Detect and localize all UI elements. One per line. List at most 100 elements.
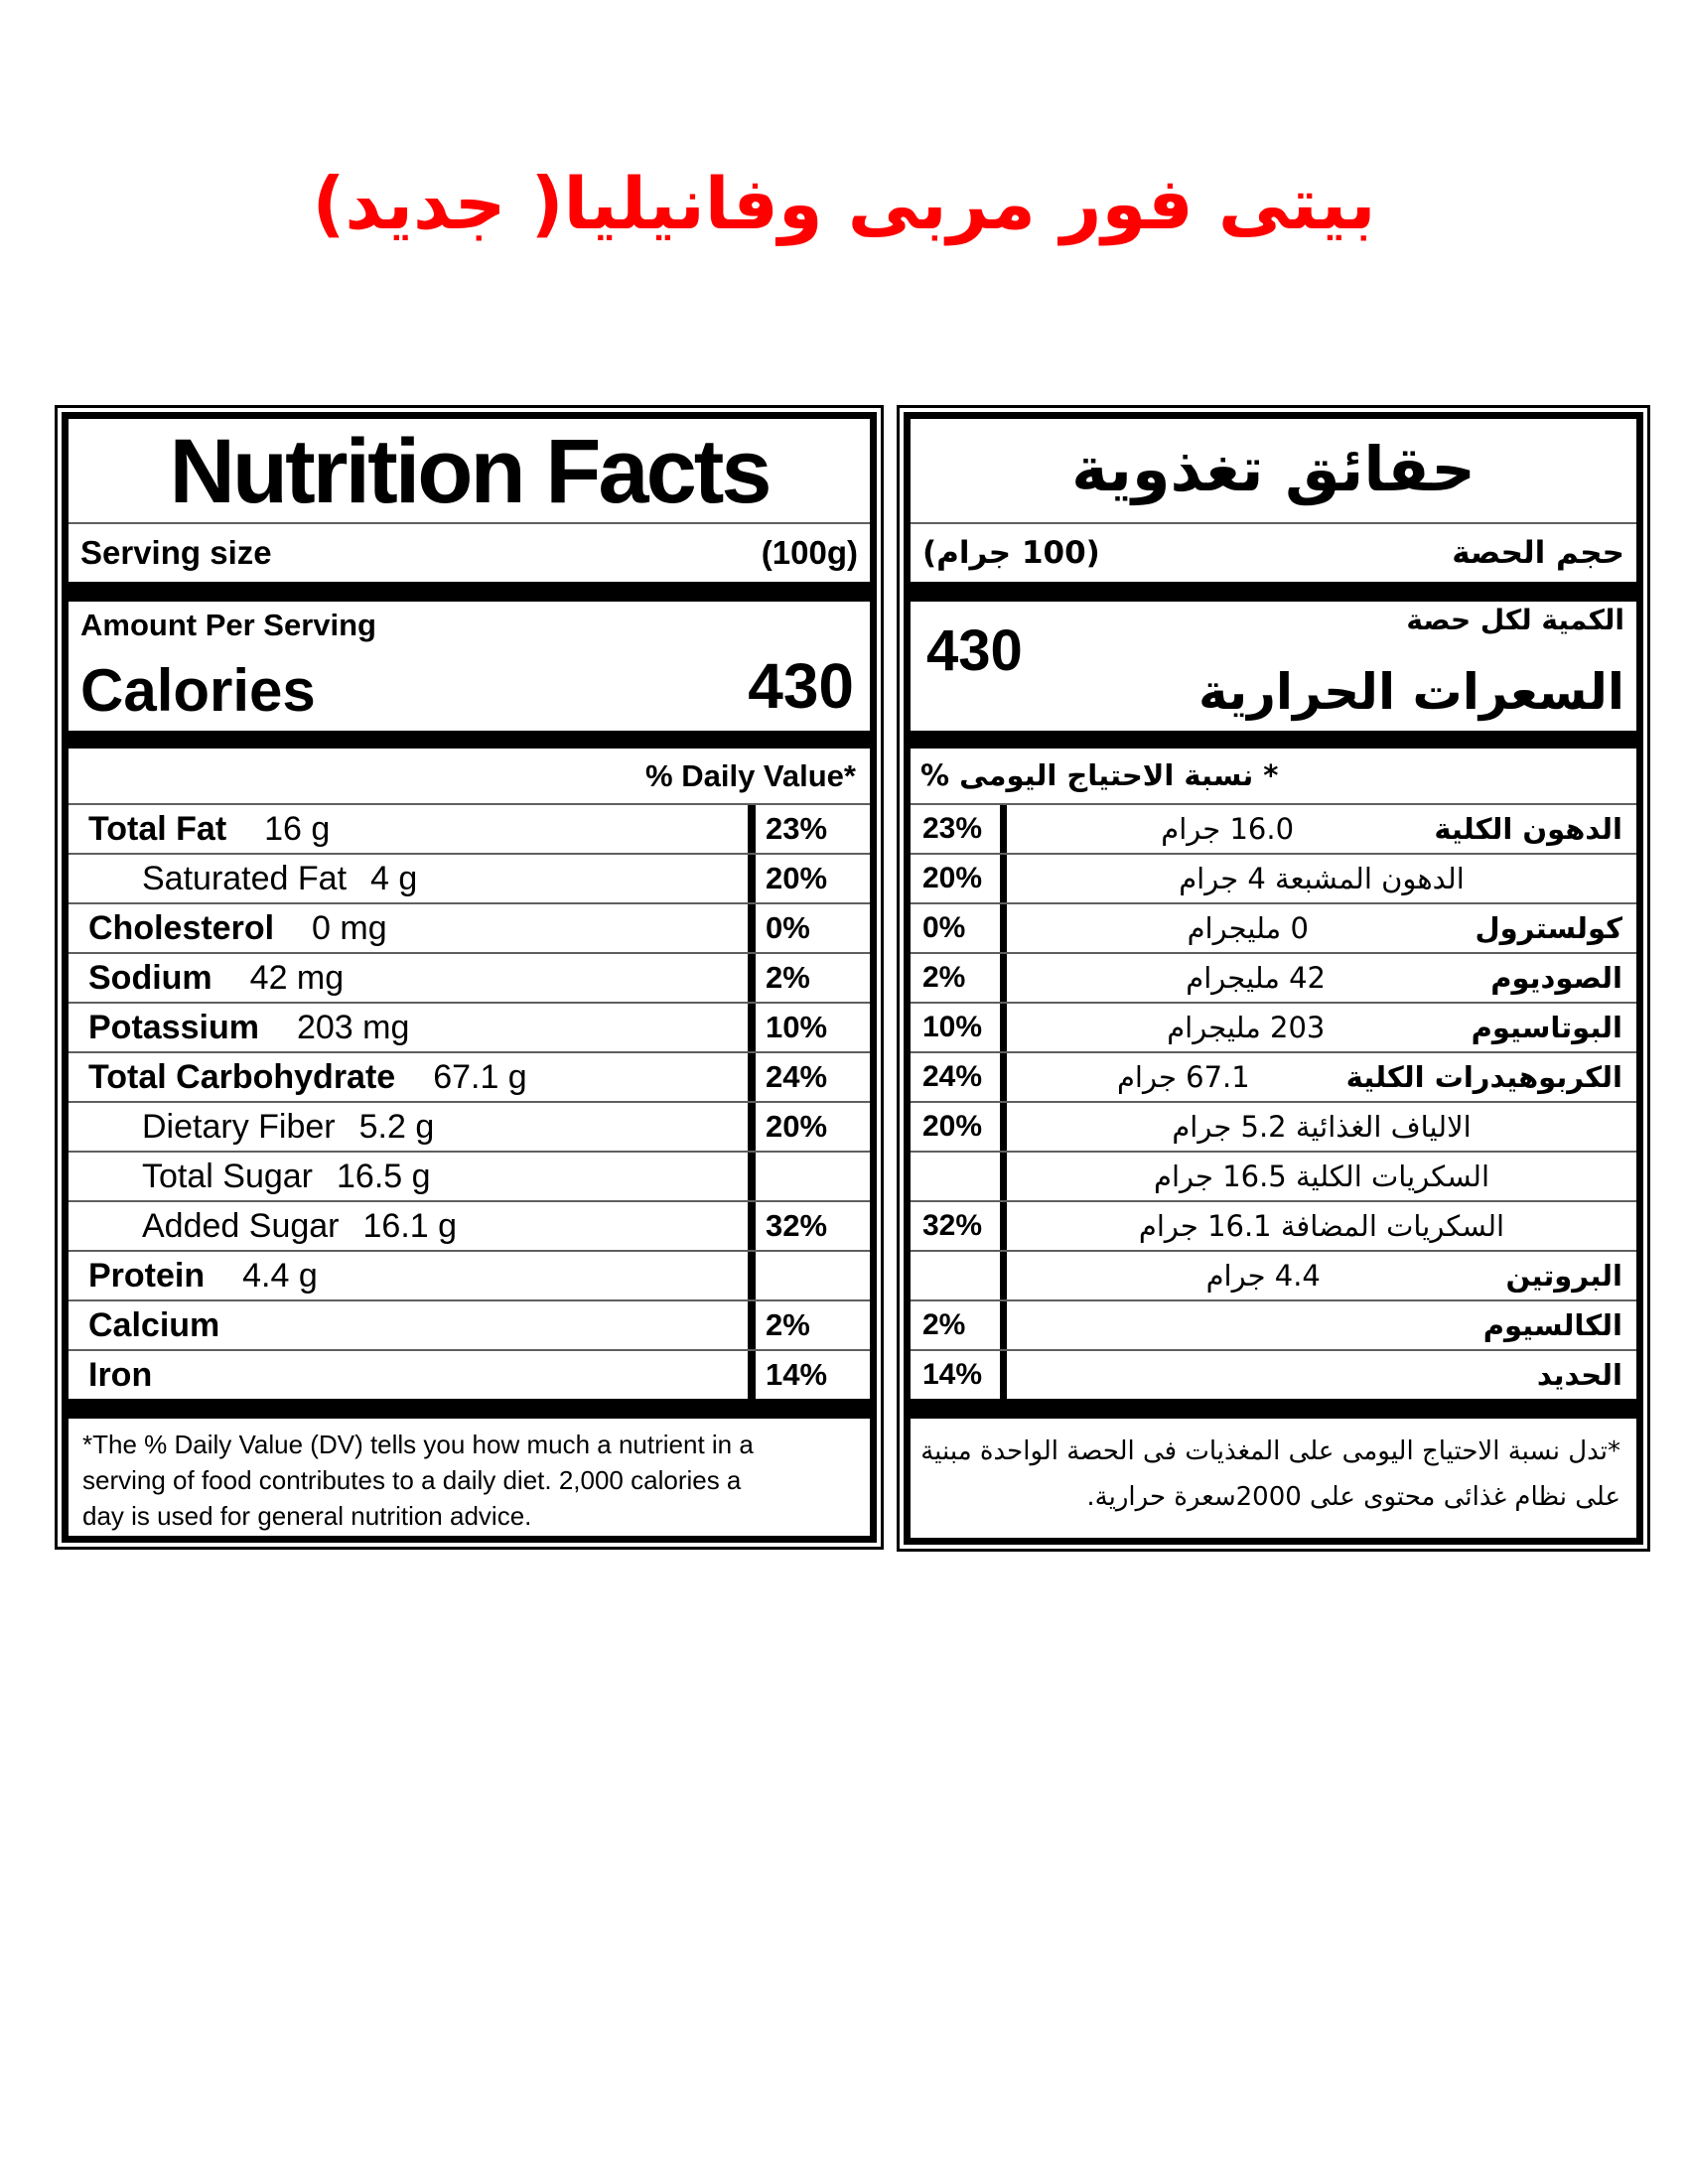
- nutrient-cell: Total Carbohydrate 67.1 g: [69, 1053, 748, 1101]
- nutrient-amount: الدهون المشبعة 4 جرام: [1179, 862, 1465, 895]
- nutrient-row: Potassium 203 mg 10%: [69, 1002, 870, 1051]
- daily-value-header: % Daily Value*: [645, 758, 856, 793]
- daily-value: [911, 1252, 1007, 1299]
- daily-value: 0%: [911, 904, 1007, 952]
- nutrient-cell: Total Fat 16 g: [69, 805, 748, 853]
- divider-bar: [69, 582, 870, 602]
- daily-value: 23%: [748, 805, 870, 853]
- nutrient-cell: Protein 4.4 g: [69, 1252, 748, 1299]
- daily-value: 20%: [748, 1103, 870, 1151]
- nutrient-name: Protein: [88, 1256, 206, 1295]
- nutrient-cell: السكريات الكلية 16.5 جرام: [1007, 1153, 1636, 1200]
- nutrient-cell: Dietary Fiber 5.2 g: [69, 1103, 748, 1151]
- nutrition-facts-panel-arabic: حقائق تغذوية حجم الحصة (100 جرام) الكمية…: [897, 405, 1650, 1552]
- footnote-line: *تدل نسبة الاحتياج اليومى على المغذيات ف…: [920, 1436, 1620, 1466]
- nutrient-row: 32% السكريات المضافة 16.1 جرام: [911, 1200, 1636, 1250]
- nutrient-row: 20% الدهون المشبعة 4 جرام: [911, 853, 1636, 902]
- panel-heading: Nutrition Facts: [169, 421, 772, 522]
- product-title: بيتى فور مربى وفانيليا( جديد): [312, 162, 1376, 245]
- nutrient-amount: 4 g: [370, 859, 418, 897]
- nutrient-amount: 16.1 g: [362, 1206, 458, 1245]
- nutrient-cell: Iron: [69, 1351, 748, 1399]
- nutrient-row: 2% الصوديوم 42 مليجرام: [911, 952, 1636, 1002]
- nutrient-row: Dietary Fiber 5.2 g 20%: [69, 1101, 870, 1151]
- amount-per-serving-label: Amount Per Serving: [80, 608, 376, 642]
- nutrient-name: البوتاسيوم: [1471, 1011, 1622, 1044]
- nutrient-amount: 203 mg: [296, 1008, 410, 1046]
- nutrient-amount: السكريات الكلية 16.5 جرام: [1154, 1160, 1489, 1193]
- daily-value: 23%: [911, 805, 1007, 853]
- nutrient-row: Sodium 42 mg 2%: [69, 952, 870, 1002]
- divider-bar: [69, 731, 870, 749]
- nutrient-rows: Total Fat 16 g 23% Saturated Fat 4 g 20% Chole…: [69, 803, 870, 1399]
- serving-size-row: Serving size (100g): [69, 522, 870, 582]
- nutrient-row: Total Carbohydrate 67.1 g 24%: [69, 1051, 870, 1101]
- nutrient-cell: الدهون المشبعة 4 جرام: [1007, 855, 1636, 902]
- daily-value: 0%: [748, 904, 870, 952]
- daily-value: 24%: [911, 1053, 1007, 1101]
- daily-value: 20%: [911, 1103, 1007, 1151]
- nutrient-name: الدهون الكلية: [1434, 812, 1622, 846]
- nutrient-amount: 16.0 جرام: [1161, 812, 1295, 846]
- nutrient-cell: البوتاسيوم 203 مليجرام: [1007, 1004, 1636, 1051]
- nutrition-facts-panel-english: Nutrition Facts Serving size (100g) Amou…: [55, 405, 884, 1550]
- nutrient-row: Added Sugar 16.1 g 32%: [69, 1200, 870, 1250]
- footnote: *The % Daily Value (DV) tells you how mu…: [69, 1419, 870, 1536]
- nutrient-cell: Added Sugar 16.1 g: [69, 1202, 748, 1250]
- nutrient-name: الحديد: [1536, 1358, 1622, 1392]
- nutrient-row: 14% الحديد: [911, 1349, 1636, 1399]
- daily-value: 32%: [911, 1202, 1007, 1250]
- nutrient-row: البروتين 4.4 جرام: [911, 1250, 1636, 1299]
- nutrient-amount: الالياف الغذائية 5.2 جرام: [1172, 1110, 1472, 1144]
- daily-value: 24%: [748, 1053, 870, 1101]
- nutrient-row: Protein 4.4 g: [69, 1250, 870, 1299]
- daily-value: 20%: [911, 855, 1007, 902]
- calories-value: 430: [748, 650, 854, 722]
- serving-size-label: Serving size: [80, 534, 272, 571]
- nutrient-cell: السكريات المضافة 16.1 جرام: [1007, 1202, 1636, 1250]
- nutrient-cell: الدهون الكلية 16.0 جرام: [1007, 805, 1636, 853]
- footnote-line: *The % Daily Value (DV) tells you how mu…: [82, 1430, 754, 1459]
- nutrient-amount: 16.5 g: [337, 1157, 431, 1195]
- nutrient-amount: 5.2 g: [358, 1107, 435, 1146]
- calories-label: السعرات الحرارية: [1198, 663, 1624, 721]
- daily-value: 2%: [748, 954, 870, 1002]
- footnote-line: على نظام غذائى محتوى على 2000سعرة حرارية…: [1086, 1482, 1620, 1512]
- nutrient-cell: الكربوهيدرات الكلية 67.1 جرام: [1007, 1053, 1636, 1101]
- nutrient-row: 10% البوتاسيوم 203 مليجرام: [911, 1002, 1636, 1051]
- nutrient-row: Saturated Fat 4 g 20%: [69, 853, 870, 902]
- daily-value: 2%: [911, 1301, 1007, 1349]
- nutrient-row: Cholesterol 0 mg 0%: [69, 902, 870, 952]
- daily-value: [748, 1252, 870, 1299]
- nutrient-amount: 0 مليجرام: [1187, 911, 1309, 945]
- calories-value: 430: [926, 618, 1023, 683]
- daily-value-header: * نسبة الاحتياج اليومى %: [920, 758, 1279, 792]
- daily-value: 10%: [748, 1004, 870, 1051]
- nutrient-row: 2% الكالسيوم: [911, 1299, 1636, 1349]
- serving-size-value: (100 جرام): [922, 535, 1100, 571]
- nutrient-cell: الصوديوم 42 مليجرام: [1007, 954, 1636, 1002]
- nutrient-row: السكريات الكلية 16.5 جرام: [911, 1151, 1636, 1200]
- divider-bar: [69, 1399, 870, 1419]
- nutrient-row: Total Fat 16 g 23%: [69, 803, 870, 853]
- nutrient-amount: السكريات المضافة 16.1 جرام: [1138, 1209, 1505, 1243]
- daily-value: 14%: [911, 1351, 1007, 1399]
- nutrient-amount: 4.4 جرام: [1205, 1259, 1321, 1293]
- nutrient-name: Calcium: [88, 1305, 220, 1344]
- footnote: *تدل نسبة الاحتياج اليومى على المغذيات ف…: [911, 1419, 1636, 1538]
- nutrient-name: Iron: [88, 1355, 153, 1394]
- daily-value: 20%: [748, 855, 870, 902]
- nutrient-row: 0% كولسترول 0 مليجرام: [911, 902, 1636, 952]
- divider-bar: [911, 582, 1636, 602]
- amount-per-serving-label: الكمية لكل حصة: [1406, 604, 1624, 636]
- nutrient-amount: 67.1 g: [433, 1057, 527, 1096]
- nutrient-name: كولسترول: [1475, 911, 1622, 945]
- daily-value: [911, 1153, 1007, 1200]
- footnote-line: day is used for general nutrition advice…: [82, 1501, 532, 1531]
- nutrient-name: Total Carbohydrate: [88, 1057, 396, 1096]
- calories-section: Amount Per Serving Calories 430: [69, 602, 870, 731]
- nutrient-amount: 203 مليجرام: [1167, 1011, 1326, 1044]
- nutrient-cell: البروتين 4.4 جرام: [1007, 1252, 1636, 1299]
- nutrient-amount: 16 g: [264, 809, 331, 848]
- nutrient-cell: Cholesterol 0 mg: [69, 904, 748, 952]
